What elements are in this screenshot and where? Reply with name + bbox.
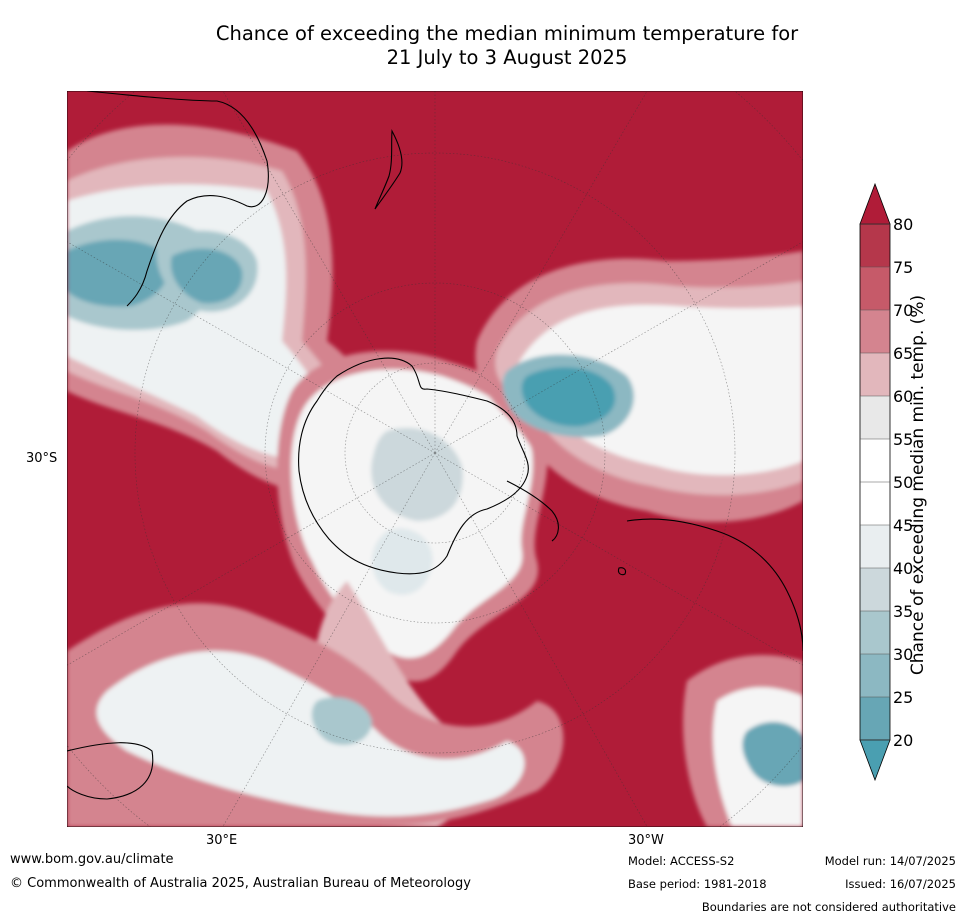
colorbar-band [860, 482, 890, 526]
probability-field [67, 124, 803, 827]
colorbar-tick-label: 70 [893, 301, 913, 320]
colorbar-band [860, 310, 890, 354]
region-upper-left-teal-4 [171, 248, 243, 304]
base-period: Base period: 1981-2018 [628, 877, 767, 891]
model-run-date: Model run: 14/07/2025 [824, 854, 956, 868]
region-right-teal-2 [521, 367, 616, 427]
colorbar-band [860, 224, 890, 268]
colorbar-band [860, 396, 890, 440]
forecast-map [67, 91, 803, 827]
lon-tick-label-30w: 30°W [628, 833, 664, 848]
graticule [67, 91, 803, 827]
copyright-text: © Commonwealth of Australia 2025, Austra… [10, 876, 471, 891]
colorbar-band [860, 654, 890, 698]
colorbar-band [860, 525, 890, 569]
region-central-lower-lightblue [372, 528, 433, 595]
australia-coastline [67, 742, 154, 800]
chart-title: Chance of exceeding the median minimum t… [0, 22, 965, 70]
colorbar-tick-label: 45 [893, 516, 913, 535]
falklands-coastline [617, 567, 627, 576]
model-name: Model: ACCESS-S2 [628, 854, 735, 868]
region-central-lightgray [371, 427, 463, 521]
lon-tick-label-30e: 30°E [206, 833, 238, 848]
lat-tick-label-30s: 30°S [26, 451, 58, 466]
colorbar-tick-label: 50 [893, 473, 913, 492]
coastlines [67, 91, 803, 800]
boundaries-disclaimer: Boundaries are not considered authoritat… [701, 900, 956, 914]
region-lower-left-light [96, 651, 525, 817]
issued-date: Issued: 16/07/2025 [845, 877, 956, 891]
colorbar-band [860, 267, 890, 311]
colorbar-tick-label: 35 [893, 602, 913, 621]
colorbar-tick-label: 20 [893, 731, 913, 750]
colorbar-tick-label: 60 [893, 387, 913, 406]
region-lower-right-teal [742, 721, 803, 787]
website-link[interactable]: www.bom.gov.au/climate [10, 852, 174, 867]
region-upper-left-teal-2 [67, 239, 168, 307]
colorbar-band [860, 697, 890, 741]
colorbar-under-arrow [859, 739, 891, 782]
colorbar-label-text: Chance of exceeding median min. temp. (%… [908, 294, 928, 676]
title-line-1: Chance of exceeding the median minimum t… [215, 22, 799, 45]
colorbar-tick-label: 75 [893, 258, 913, 277]
antarctica-coastline [298, 357, 529, 575]
colorbar-band [860, 353, 890, 397]
colorbar-band [860, 568, 890, 612]
colorbar: 80 75 70 65 60 55 50 45 40 35 30 25 20 [859, 182, 913, 782]
colorbar-tick-label: 65 [893, 344, 913, 363]
colorbar-tick-label: 55 [893, 430, 913, 449]
title-line-2: 21 July to 3 August 2025 [386, 46, 628, 69]
colorbar-tick-label: 80 [893, 215, 913, 234]
colorbar-band [860, 611, 890, 655]
south-america-coastline [626, 518, 803, 652]
new-zealand-coastline [374, 129, 403, 210]
colorbar-tick-label: 40 [893, 559, 913, 578]
antarctic-peninsula-coastline [506, 480, 559, 542]
africa-coastline [86, 91, 269, 307]
colorbar-tick-label: 30 [893, 645, 913, 664]
colorbar-ticks: 80 75 70 65 60 55 50 45 40 35 30 25 20 [860, 215, 913, 750]
colorbar-over-arrow [859, 182, 891, 225]
colorbar-bands [859, 223, 891, 741]
colorbar-band [860, 439, 890, 483]
colorbar-tick-label: 25 [893, 688, 913, 707]
